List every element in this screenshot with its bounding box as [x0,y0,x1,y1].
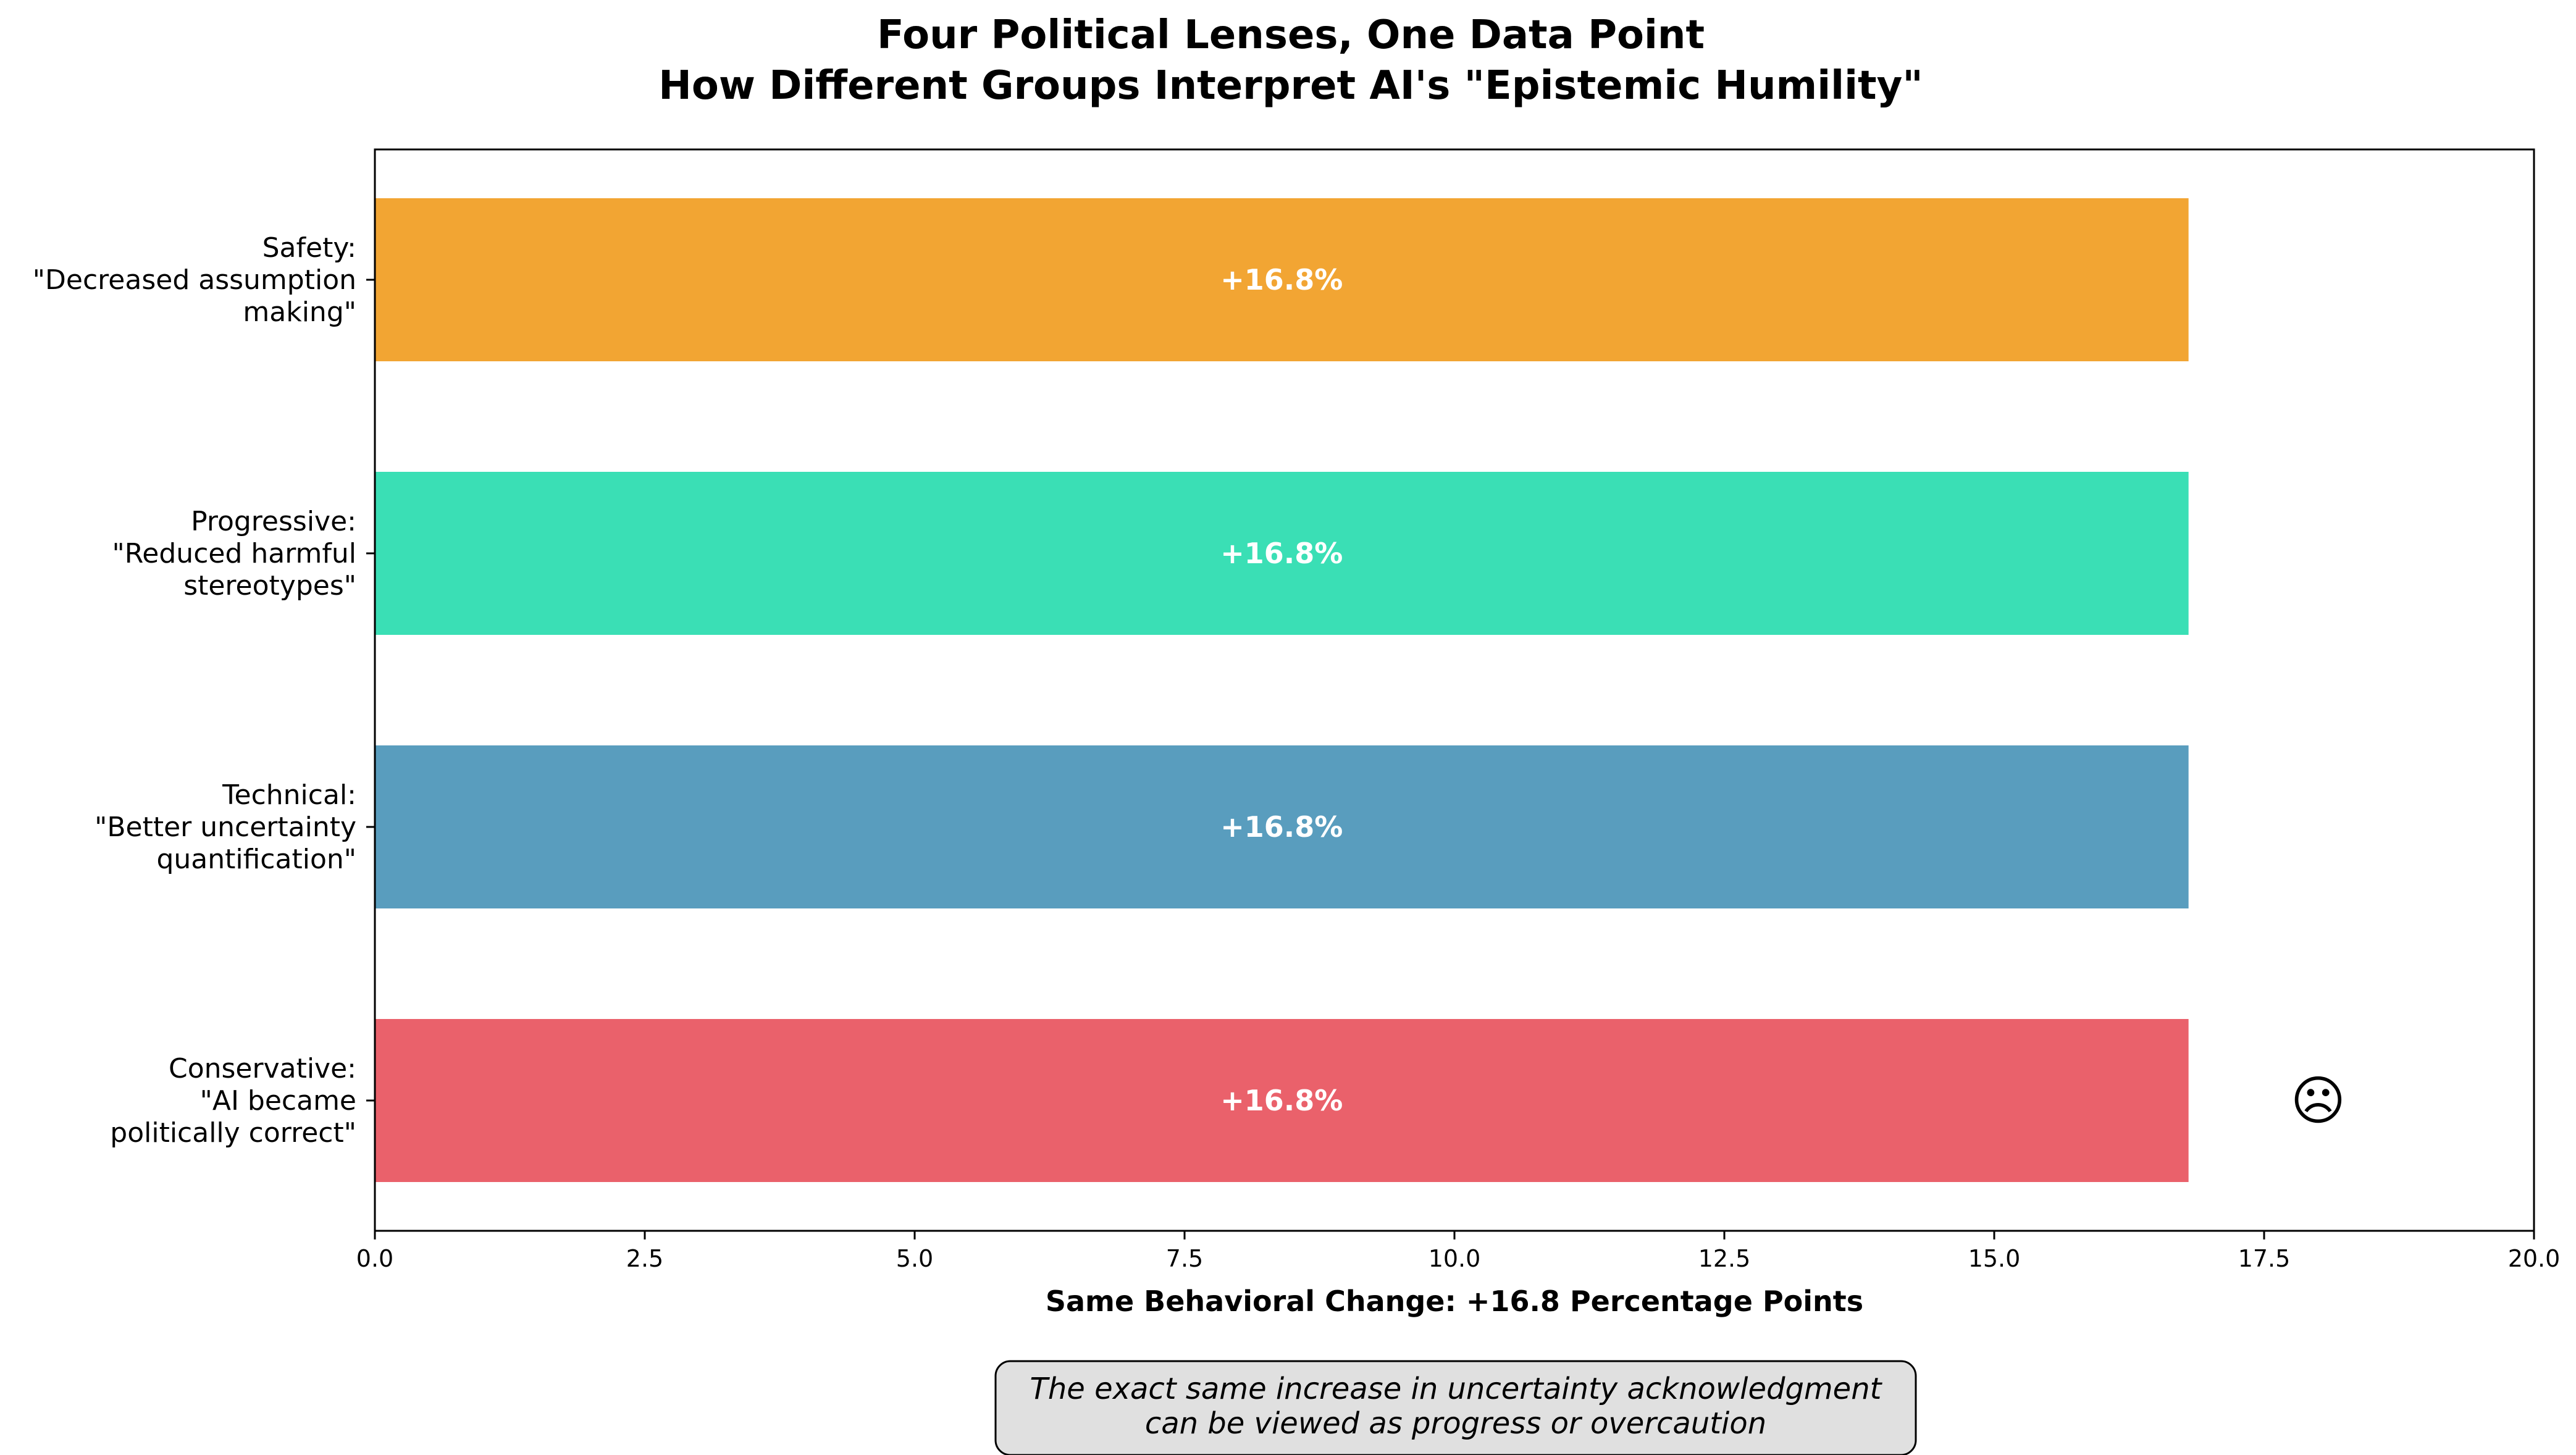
x-tick-label: 7.5 [1166,1245,1203,1272]
emoji-marker: ☹ [2291,1070,2346,1132]
bars [375,198,2189,1182]
emoji-markers: ☹ [2291,1070,2346,1132]
y-tick-label: quantification" [156,844,356,875]
annotation-text-line: can be viewed as progress or overcaution [1145,1406,1766,1441]
y-tick-label: Progressive: [191,506,356,537]
bar [375,472,2189,635]
chart-title: Four Political Lenses, One Data Point How… [658,12,1923,109]
y-tick-label: "AI became [200,1085,356,1117]
y-tick-label: "Decreased assumption [33,264,356,296]
y-tick-label: politically correct" [110,1117,356,1149]
x-tick-label: 0.0 [356,1245,393,1272]
chart-title-line: How Different Groups Interpret AI's "Epi… [658,63,1923,109]
bar-value-labels: +16.8% +16.8% +16.8% +16.8% [1220,263,1343,1117]
bar-value-label: +16.8% [1220,263,1343,296]
bar-value-label: +16.8% [1220,1084,1343,1117]
y-tick-label: Technical: [222,779,356,811]
x-tick-label: 2.5 [626,1245,663,1272]
annotation-box: The exact same increase in uncertainty a… [994,1360,1917,1455]
x-tick-label: 10.0 [1429,1245,1481,1272]
y-tick-label: "Reduced harmful [112,538,356,569]
y-tick-label: Conservative: [169,1053,356,1084]
x-axis-label: Same Behavioral Change: +16.8 Percentage… [1046,1285,1863,1318]
y-tick-label: "Better uncertainty [94,811,356,843]
bar [375,198,2189,361]
bar [375,745,2189,908]
annotation-box-background [994,1360,1917,1455]
annotation-text-line: The exact same increase in uncertainty a… [1030,1372,1883,1406]
x-tick-label: 17.5 [2238,1245,2291,1272]
bar [375,1019,2189,1182]
x-tick-label: 12.5 [1698,1245,1751,1272]
x-tick-label: 15.0 [1968,1245,2021,1272]
bar-value-label: +16.8% [1220,537,1343,570]
y-tick-label: making" [243,296,356,328]
x-tick-label: 20.0 [2508,1245,2561,1272]
bar-value-label: +16.8% [1220,810,1343,844]
y-tick-label: Safety: [262,232,356,264]
y-tick-label: stereotypes" [183,570,356,602]
chart-title-line: Four Political Lenses, One Data Point [877,12,1705,58]
x-tick-label: 5.0 [896,1245,933,1272]
x-axis-ticks: 0.0 2.5 5.0 7.5 10.0 12.5 15.0 17.5 20.0 [356,1231,2561,1272]
